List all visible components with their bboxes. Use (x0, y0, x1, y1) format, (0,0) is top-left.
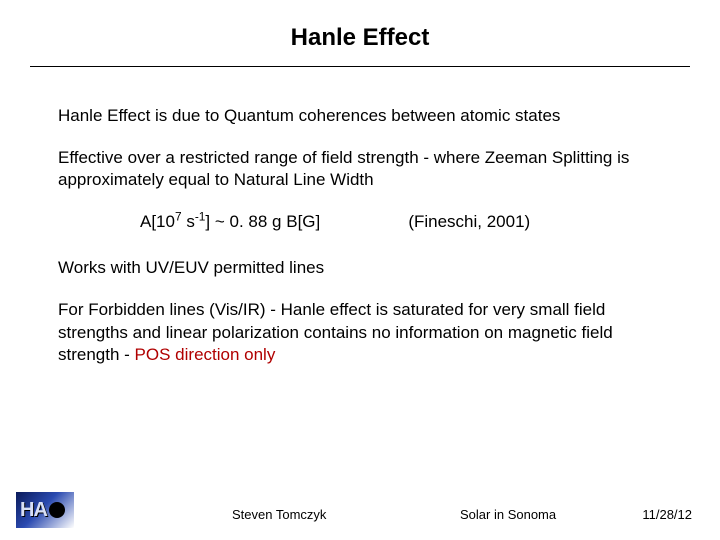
pos-direction-highlight: POS direction only (135, 345, 276, 364)
footer-author: Steven Tomczyk (232, 507, 326, 522)
hao-logo: H A (16, 492, 74, 528)
equation-row: A[107 s-1] ~ 0. 88 g B[G] (Fineschi, 200… (58, 211, 662, 233)
footer-date: 11/28/12 (642, 507, 692, 522)
logo-letter-a: A (33, 499, 46, 522)
paragraph-range: Effective over a restricted range of fie… (58, 147, 662, 191)
paragraph-forbidden: For Forbidden lines (Vis/IR) - Hanle eff… (58, 299, 662, 365)
paragraph-coherences: Hanle Effect is due to Quantum coherence… (58, 105, 662, 127)
logo-letter-h: H (20, 499, 33, 522)
equation-formula: A[107 s-1] ~ 0. 88 g B[G] (58, 211, 408, 233)
eq-part-s: s (182, 212, 195, 231)
slide-title: Hanle Effect (0, 24, 720, 52)
slide-footer: H A Steven Tomczyk Solar in Sonoma 11/28… (0, 488, 720, 528)
title-area: Hanle Effect (0, 0, 720, 67)
eq-part-rest: ] ~ 0. 88 g B[G] (205, 212, 320, 231)
paragraph-uv-euv: Works with UV/EUV permitted lines (58, 257, 662, 279)
eq-part-a: A[10 (140, 212, 175, 231)
equation-citation: (Fineschi, 2001) (408, 211, 662, 233)
logo-sun-icon (49, 502, 65, 518)
eq-exp-7: 7 (175, 210, 182, 224)
footer-conference: Solar in Sonoma (460, 507, 556, 522)
eq-exp-neg1: -1 (195, 210, 206, 224)
slide-body: Hanle Effect is due to Quantum coherence… (0, 67, 720, 366)
